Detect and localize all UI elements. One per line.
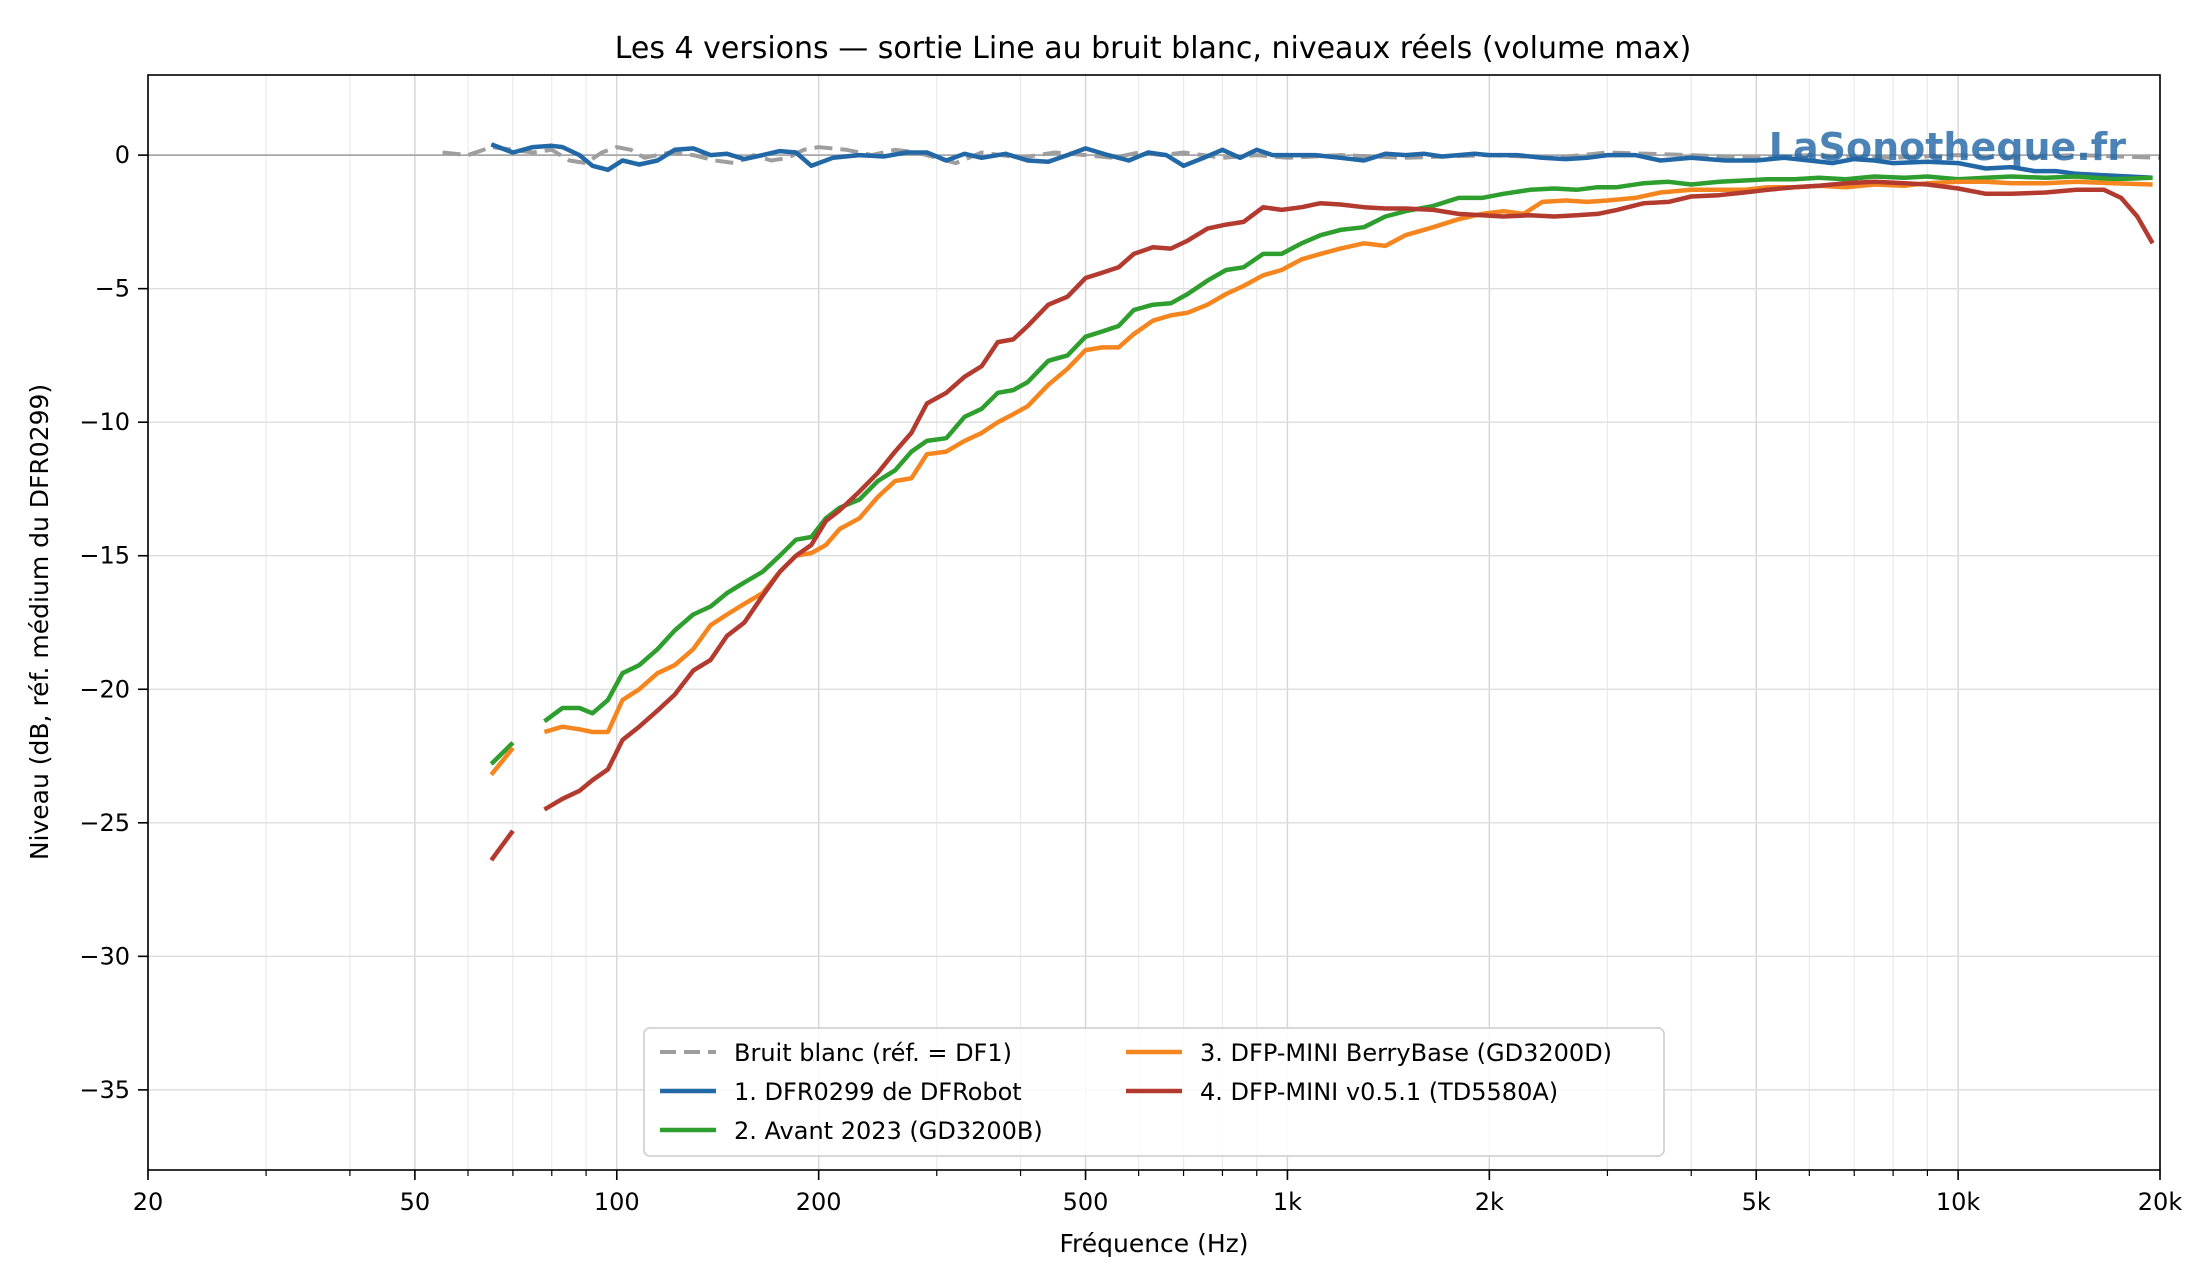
y-tick-label: −15	[79, 542, 130, 570]
legend-label: Bruit blanc (réf. = DF1)	[734, 1039, 1012, 1067]
y-tick-label: −30	[79, 942, 130, 970]
x-tick-label: 2k	[1475, 1188, 1504, 1216]
y-axis: 0 −5 −10 −15 −20 −25 −30 −35	[79, 141, 148, 1104]
x-tick-label: 500	[1063, 1188, 1109, 1216]
chart-title: Les 4 versions — sortie Line au bruit bl…	[615, 31, 1692, 66]
series-group	[442, 142, 2161, 862]
plot-area	[148, 75, 2160, 1170]
y-tick-label: −10	[79, 408, 130, 436]
plot-frame	[147, 74, 2161, 1171]
y-tick-label: 0	[115, 141, 130, 169]
series-line-3	[489, 741, 515, 766]
legend-label: 3. DFP-MINI BerryBase (GD3200D)	[1200, 1039, 1612, 1067]
x-axis: 20 50 100 200 500 1k 2k 5k 10k 20k	[133, 1170, 2183, 1216]
x-tick-label: 1k	[1273, 1188, 1302, 1216]
y-tick-label: −20	[79, 675, 130, 703]
x-tick-label: 20	[133, 1188, 164, 1216]
series-line-4	[489, 746, 515, 777]
legend-label: 4. DFP-MINI v0.5.1 (TD5580A)	[1200, 1078, 1558, 1106]
y-tick-label: −25	[79, 809, 130, 837]
x-tick-label: 100	[594, 1188, 640, 1216]
x-tick-label: 50	[400, 1188, 431, 1216]
x-tick-label: 20k	[2138, 1188, 2183, 1216]
y-tick-label: −5	[95, 275, 130, 303]
y-axis-title: Niveau (dB, réf. médium du DFR0299)	[25, 384, 54, 860]
series-line-2	[490, 142, 2153, 181]
x-tick-label: 10k	[1936, 1188, 1981, 1216]
x-axis-title: Fréquence (Hz)	[1059, 1229, 1248, 1258]
series-line-3	[543, 174, 2153, 724]
legend-label: 1. DFR0299 de DFRobot	[734, 1078, 1022, 1106]
series-line-1	[442, 145, 2161, 166]
legend-label: 2. Avant 2023 (GD3200B)	[734, 1117, 1043, 1145]
y-tick-label: −35	[79, 1076, 130, 1104]
grid	[147, 75, 2161, 1170]
x-tick-label: 5k	[1742, 1188, 1771, 1216]
watermark: LaSonotheque.fr	[1769, 125, 2126, 169]
x-tick-label: 200	[796, 1188, 842, 1216]
series-line-5	[543, 179, 2155, 812]
series-line-5	[489, 829, 515, 862]
legend: Bruit blanc (réf. = DF1) 1. DFR0299 de DF…	[643, 1027, 1665, 1157]
